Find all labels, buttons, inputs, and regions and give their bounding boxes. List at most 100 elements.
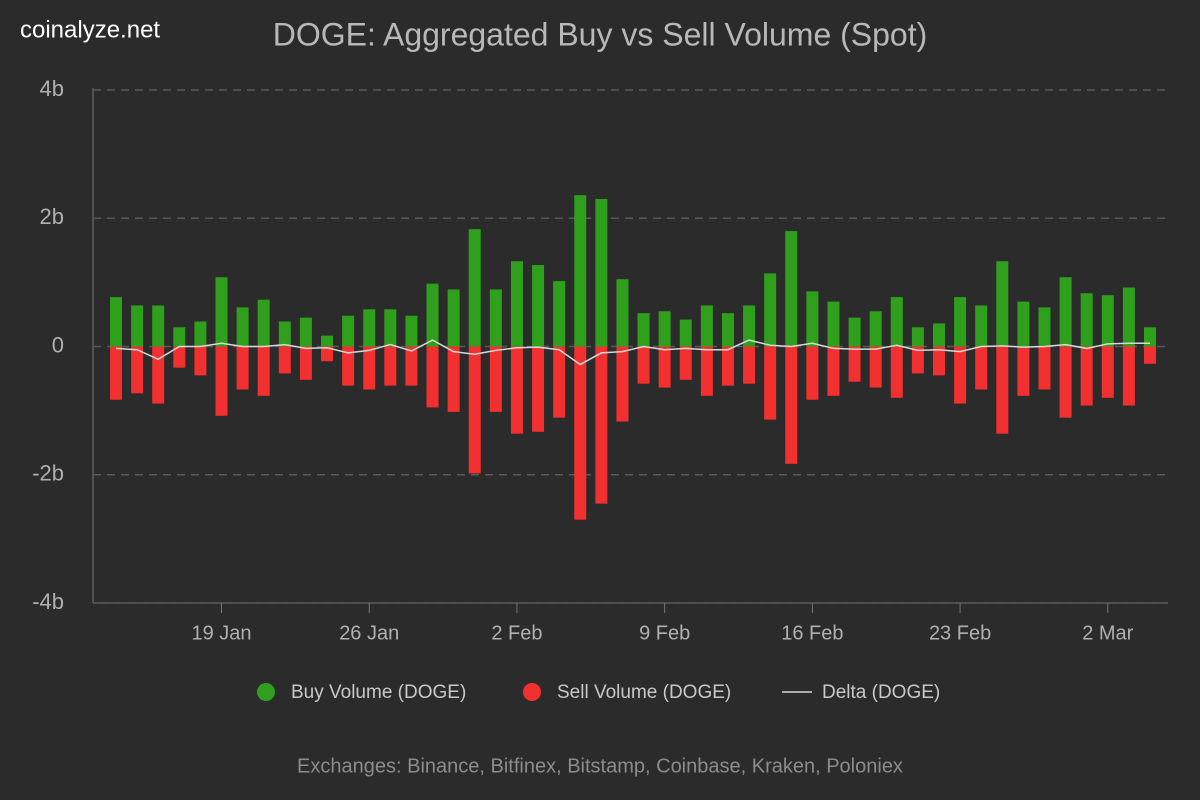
x-tick-label: 26 Jan [339, 622, 399, 644]
bar [342, 315, 355, 347]
bar [806, 346, 819, 400]
bar [954, 297, 967, 347]
bar [342, 346, 355, 386]
y-tick-label: -4b [32, 589, 64, 614]
bar [152, 346, 165, 404]
footer-note: Exchanges: Binance, Bitfinex, Bitstamp, … [297, 755, 903, 777]
bar [848, 317, 861, 347]
bar [764, 273, 777, 347]
bar [574, 346, 587, 520]
bar [975, 305, 988, 347]
bar [278, 346, 291, 374]
x-tick-label: 23 Feb [929, 622, 991, 644]
bar [1038, 307, 1051, 347]
chart-title: DOGE: Aggregated Buy vs Sell Volume (Spo… [273, 16, 928, 52]
bar [1059, 346, 1072, 418]
bar [658, 311, 671, 347]
bar [637, 346, 650, 384]
legend-swatch [523, 683, 541, 701]
bar [616, 279, 629, 347]
bar [553, 346, 566, 418]
bar [299, 317, 312, 347]
bar [869, 311, 882, 347]
bar [257, 346, 270, 396]
bar [384, 346, 397, 386]
bar [1101, 346, 1114, 398]
bar [1122, 287, 1135, 347]
legend-label: Delta (DOGE) [822, 682, 940, 703]
y-tick-label: 4b [40, 76, 64, 101]
bar [405, 346, 418, 386]
bar [616, 346, 629, 422]
bar [637, 313, 650, 347]
bar [721, 346, 734, 386]
bar [911, 346, 924, 374]
legend-swatch [257, 683, 275, 701]
bar [700, 346, 713, 396]
bar [215, 346, 228, 416]
bar [131, 305, 144, 347]
bar [1017, 301, 1030, 347]
bar [890, 346, 903, 398]
bar [595, 346, 608, 504]
bar [1080, 293, 1093, 347]
bar [532, 346, 545, 432]
bar [468, 229, 481, 347]
bar [215, 277, 228, 347]
bar [363, 346, 376, 390]
bar [890, 297, 903, 347]
bar [236, 346, 249, 390]
bar [236, 307, 249, 347]
bar [827, 346, 840, 396]
bar [911, 327, 924, 347]
bar [152, 305, 165, 347]
bar [489, 346, 502, 412]
bar [110, 346, 122, 400]
x-tick-label: 2 Mar [1082, 622, 1133, 644]
y-tick-label: 0 [52, 332, 64, 357]
bar [996, 261, 1009, 347]
bar [405, 315, 418, 347]
bar [110, 297, 122, 347]
bar [721, 313, 734, 347]
x-tick-label: 9 Feb [639, 622, 690, 644]
bar [447, 289, 460, 347]
watermark: coinalyze.net [20, 16, 160, 43]
bar [743, 305, 756, 347]
bar [194, 321, 207, 347]
bar [785, 346, 798, 464]
bar [932, 323, 945, 347]
bar [510, 261, 523, 347]
bar [1122, 346, 1135, 406]
bar [1144, 327, 1156, 347]
x-tick-label: 2 Feb [491, 622, 542, 644]
bar [658, 346, 671, 388]
bar [173, 346, 186, 368]
delta-line [115, 339, 1150, 366]
bar [299, 346, 312, 380]
bar [194, 346, 207, 376]
bar [384, 309, 397, 347]
bar [278, 321, 291, 347]
bar [426, 346, 439, 408]
bar [743, 346, 756, 384]
y-tick-label: 2b [40, 204, 64, 229]
bar [827, 301, 840, 347]
bar [131, 346, 144, 394]
bar [700, 305, 713, 347]
x-tick-label: 16 Feb [781, 622, 843, 644]
bar [764, 346, 777, 420]
bar [806, 291, 819, 347]
bar [553, 281, 566, 347]
bar [679, 319, 692, 347]
bar [574, 195, 587, 347]
bar [321, 346, 334, 362]
bar [848, 346, 861, 382]
bar [363, 309, 376, 347]
bar [1101, 295, 1114, 347]
bar [785, 231, 798, 347]
bar [1017, 346, 1030, 396]
bar [510, 346, 523, 434]
bar [532, 265, 545, 347]
